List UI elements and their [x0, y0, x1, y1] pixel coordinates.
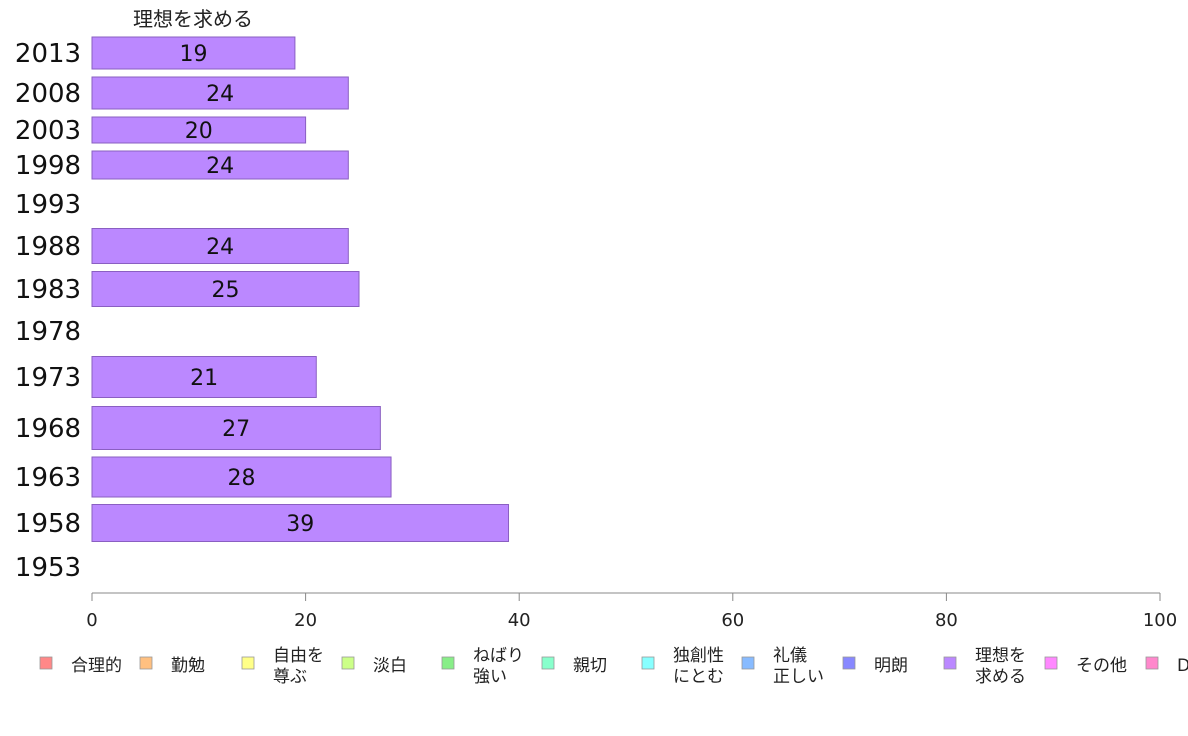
x-tick-label-20: 20 — [294, 610, 317, 631]
x-tick-label-100: 100 — [1143, 610, 1177, 631]
bar-1968 — [91, 406, 381, 450]
legend-label-10: その他 — [1076, 656, 1127, 676]
x-axis: 0 20 40 60 80 100 — [86, 592, 1177, 631]
legend-label-line: 求める — [975, 667, 1026, 687]
legend-label-line: 親切 — [573, 656, 607, 676]
x-tick-label-40: 40 — [508, 610, 531, 631]
legend-label-1: 勤勉 — [171, 656, 205, 676]
legend-label-11: D — [1177, 656, 1188, 676]
legend-label-line: にとむ — [673, 667, 724, 687]
bar-value-2008: 24 — [206, 82, 234, 107]
legend-swatch-10 — [1044, 656, 1058, 670]
bar-value-2013: 19 — [179, 42, 207, 67]
legend-swatch-9 — [943, 656, 957, 670]
year-label-1963: 1963 — [15, 463, 81, 493]
bar-value-1988: 24 — [206, 235, 234, 260]
legend-label-line: 正しい — [773, 667, 824, 687]
legend-label-line: その他 — [1076, 656, 1127, 676]
year-label-2008: 2008 — [15, 79, 81, 109]
year-label-1998: 1998 — [15, 151, 81, 181]
legend-swatch-11 — [1145, 656, 1159, 670]
legend-label-line: D — [1177, 656, 1188, 676]
bar-value-1973: 21 — [190, 366, 218, 391]
legend-label-4: ねばり強い — [473, 646, 524, 687]
legend-label-line: 明朗 — [874, 656, 908, 676]
year-label-1958: 1958 — [15, 509, 81, 539]
bar-value-2003: 20 — [185, 119, 213, 144]
legend-label-6: 独創性にとむ — [673, 646, 724, 687]
legend-label-5: 親切 — [573, 656, 607, 676]
legend-swatch-7 — [741, 656, 755, 670]
legend-label-line: 礼儀 — [773, 646, 807, 666]
year-label-1988: 1988 — [15, 232, 81, 262]
bar-value-1963: 28 — [228, 466, 256, 491]
bar-value-1983: 25 — [212, 278, 240, 303]
legend-label-line: 強い — [473, 667, 507, 687]
year-label-2003: 2003 — [15, 116, 81, 146]
x-tick-label-0: 0 — [86, 610, 97, 631]
year-label-1983: 1983 — [15, 275, 81, 305]
legend-swatch-5 — [541, 656, 555, 670]
legend-swatch-1 — [139, 656, 153, 670]
bar-value-1968: 27 — [222, 417, 250, 442]
legend-label-2: 自由を尊ぶ — [273, 646, 324, 687]
bar-1983 — [91, 271, 360, 307]
legend-label-line: 独創性 — [673, 646, 724, 666]
legend-label-3: 淡白 — [373, 656, 407, 676]
legend-swatch-0 — [39, 656, 53, 670]
bar-value-1998: 24 — [206, 154, 234, 179]
legend-label-line: 合理的 — [71, 656, 122, 676]
year-label-1953: 1953 — [15, 553, 81, 583]
legend-label-0: 合理的 — [71, 656, 122, 676]
year-label-1968: 1968 — [15, 414, 81, 444]
bar-1958 — [91, 504, 510, 542]
legend-label-line: 勤勉 — [171, 656, 205, 676]
legend-label-line: 理想を — [975, 646, 1026, 666]
year-label-1973: 1973 — [15, 363, 81, 393]
year-label-1978: 1978 — [15, 317, 81, 347]
year-labels: 2013 2008 2003 1998 1993 1988 1983 1978 1973 1968… — [15, 39, 81, 583]
legend-swatch-4 — [441, 656, 455, 670]
legend-label-8: 明朗 — [874, 656, 908, 676]
year-label-2013: 2013 — [15, 39, 81, 69]
legend-swatch-3 — [341, 656, 355, 670]
bar-2003 — [91, 116, 307, 144]
legend-label-line: 自由を — [273, 646, 324, 666]
year-label-1993: 1993 — [15, 190, 81, 220]
legend-label-7: 礼儀正しい — [773, 646, 824, 687]
legend-label-line: ねばり — [473, 646, 524, 666]
bar-1998 — [91, 150, 349, 180]
legend: 合理的 勤勉 自由を尊ぶ 淡白 ねばり強い 親切 独創性にとむ 礼儀正しい 明朗 理想を求める その… — [39, 646, 1188, 687]
bar-1988 — [91, 228, 349, 264]
legend-label-line: 淡白 — [373, 656, 407, 676]
legend-swatch-6 — [641, 656, 655, 670]
legend-swatch-2 — [241, 656, 255, 670]
legend-swatch-8 — [842, 656, 856, 670]
legend-label-9: 理想を求める — [975, 646, 1026, 687]
x-tick-label-80: 80 — [935, 610, 958, 631]
series-title: 理想を求める — [133, 7, 253, 31]
bars: 19 24 20 24 24 25 21 27 28 39 — [91, 36, 510, 542]
bar-2013 — [91, 36, 296, 70]
bar-1963 — [91, 456, 392, 498]
bar-value-1958: 39 — [286, 512, 314, 537]
bar-1973 — [91, 356, 317, 398]
legend-label-line: 尊ぶ — [273, 667, 307, 687]
x-tick-label-60: 60 — [721, 610, 744, 631]
bar-2008 — [91, 76, 349, 110]
